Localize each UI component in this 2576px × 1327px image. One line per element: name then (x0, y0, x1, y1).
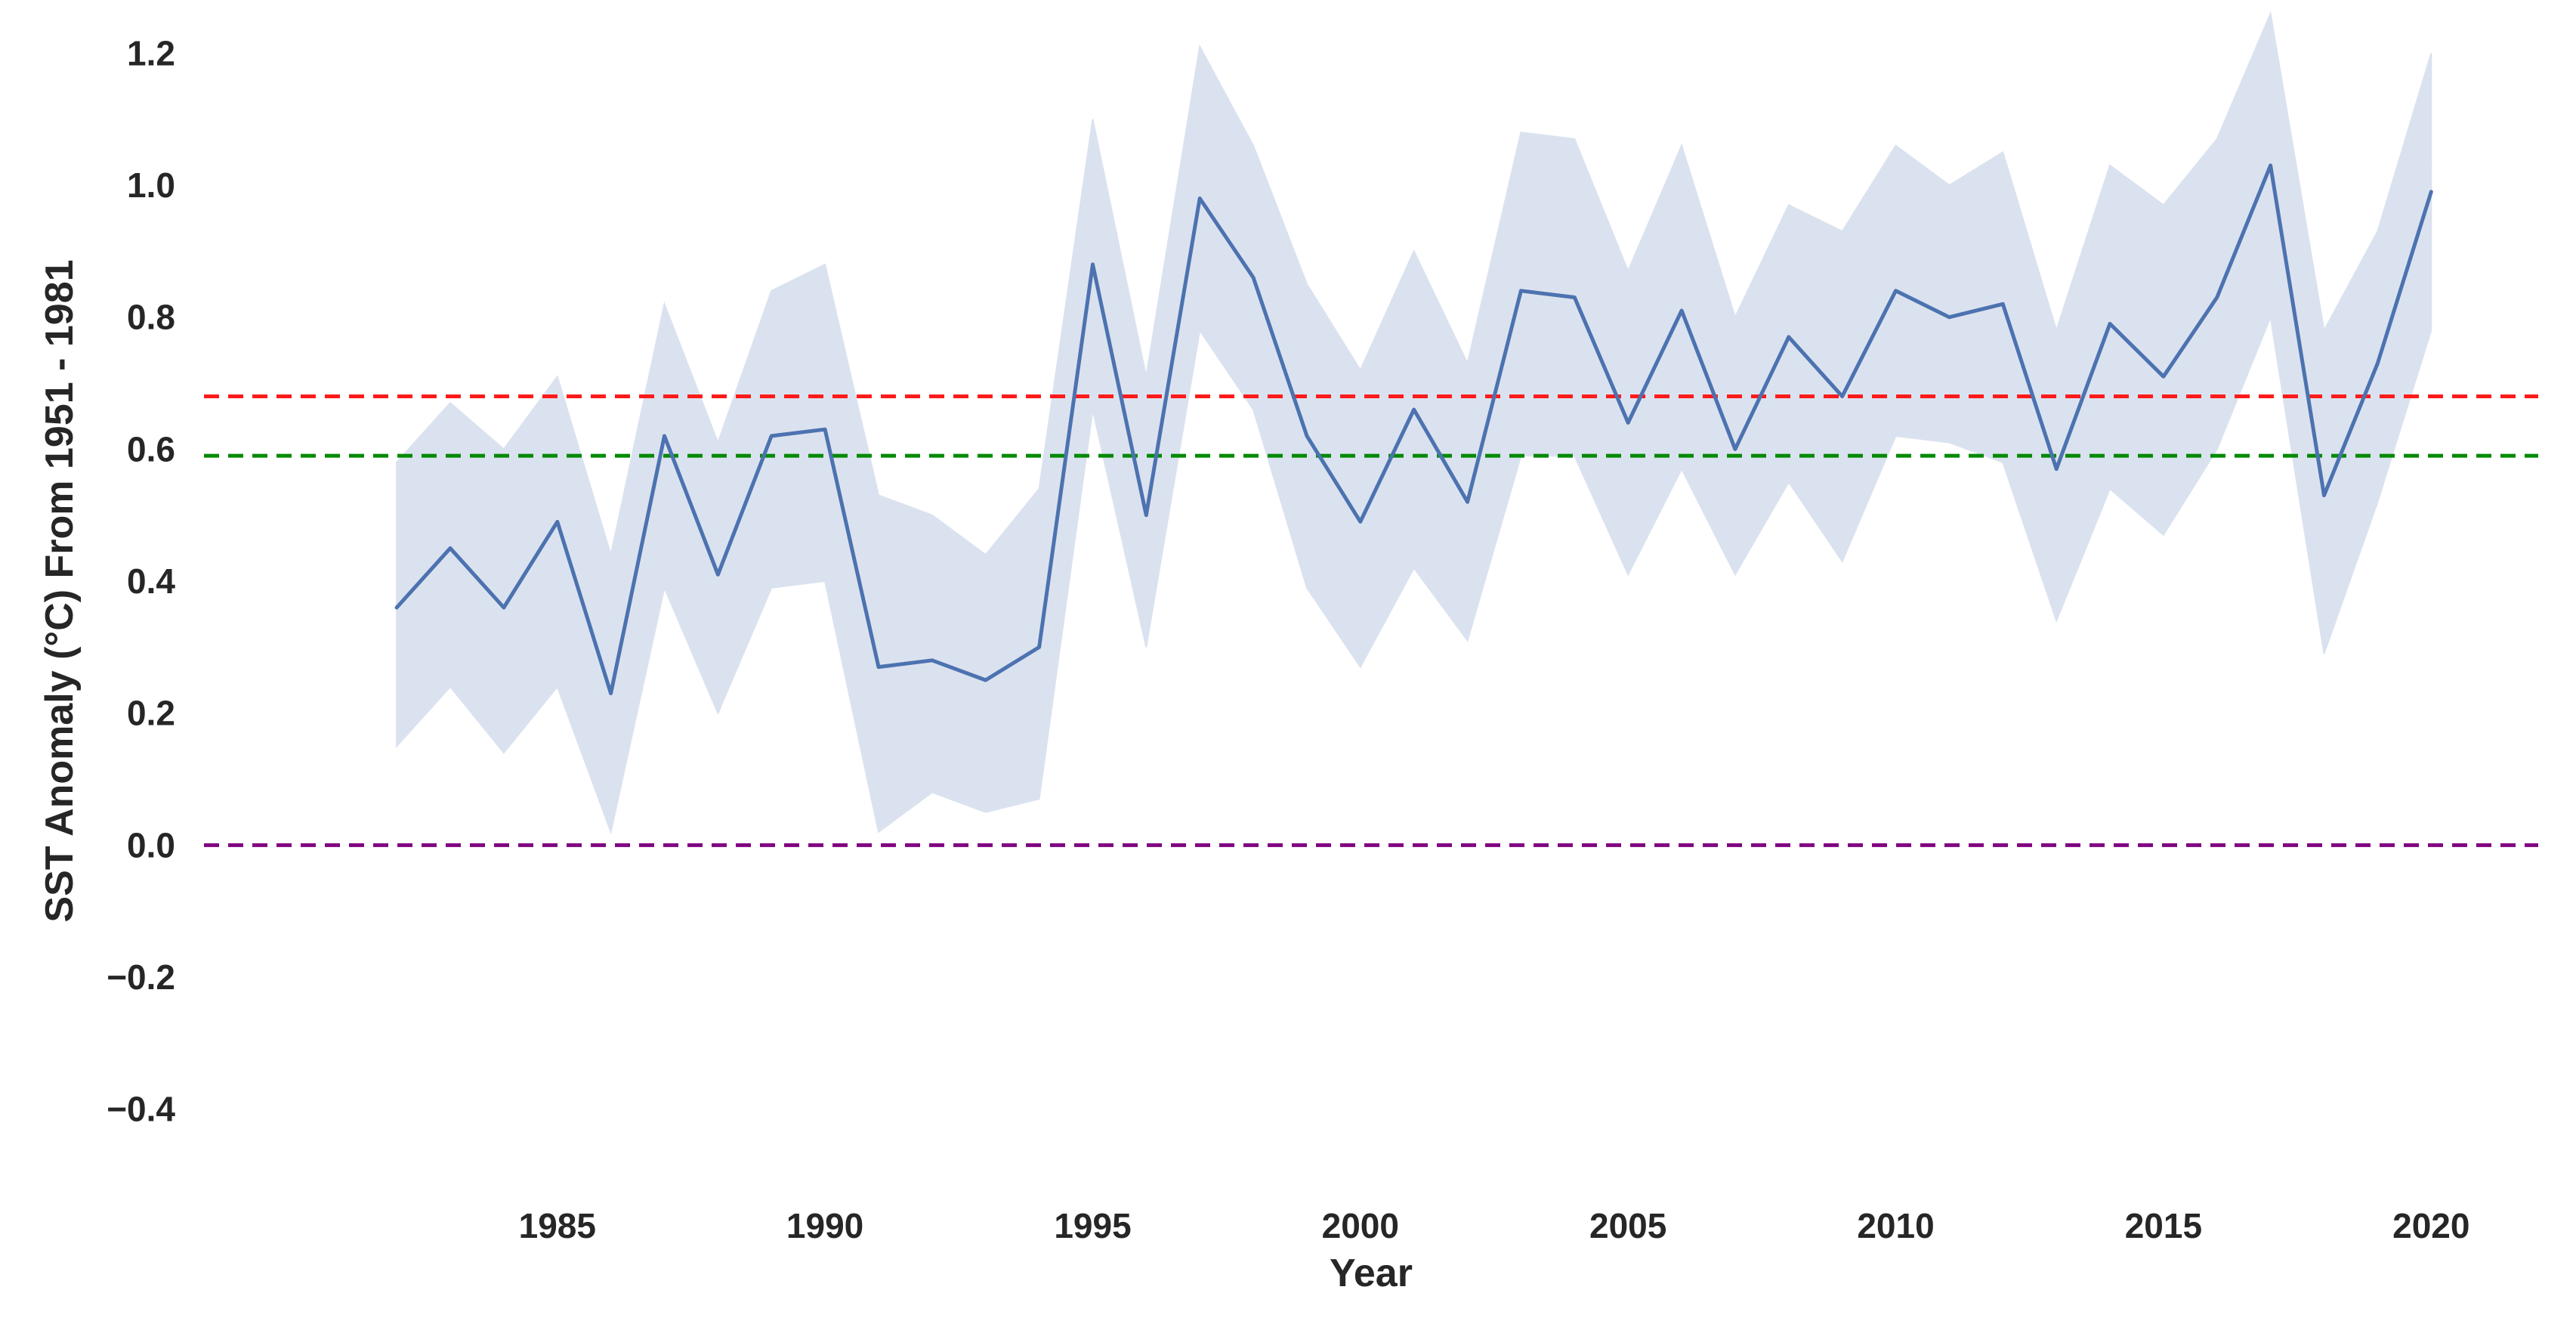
data-point-2009 (1840, 394, 1845, 399)
data-point-2019 (2375, 361, 2380, 366)
y-tick-labels: −0.4 −0.2 0.0 0.2 0.4 0.6 0.8 1.0 1.2 (107, 33, 175, 1128)
x-tick-label-1985: 1985 (519, 1206, 596, 1245)
data-point-2000 (1358, 519, 1363, 524)
y-tick-label: −0.4 (107, 1090, 175, 1129)
x-tick-labels: 1985 1990 1995 2000 2005 2010 2015 2020 (519, 1206, 2470, 1245)
data-point-1988 (715, 572, 720, 577)
data-point-1994 (1037, 645, 1042, 649)
y-tick-label: 0.2 (127, 694, 175, 733)
data-point-1984 (502, 605, 506, 610)
confidence-band-layer (396, 11, 2432, 835)
series-line (394, 163, 2433, 695)
x-tick-label-1995: 1995 (1054, 1206, 1131, 1245)
confidence-band (396, 11, 2432, 835)
data-point-1982 (394, 605, 399, 610)
y-tick-label: 1.2 (127, 33, 175, 73)
data-point-2020 (2429, 190, 2433, 194)
data-point-2006 (1679, 308, 1684, 313)
x-axis-label: Year (1330, 1251, 1413, 1295)
data-point-1986 (609, 691, 613, 696)
data-point-1990 (823, 427, 827, 432)
data-point-2010 (1894, 289, 1898, 293)
data-point-2013 (2054, 467, 2059, 472)
data-point-2016 (2215, 295, 2219, 300)
x-tick-label-2010: 2010 (1857, 1206, 1934, 1245)
y-tick-label: −0.2 (107, 957, 175, 997)
data-point-1987 (663, 434, 667, 438)
data-point-1993 (984, 678, 988, 682)
data-point-2001 (1412, 407, 1416, 412)
y-tick-label: 1.0 (127, 165, 175, 205)
reference-lines-layer (204, 394, 2538, 847)
data-point-2014 (2108, 321, 2112, 326)
data-point-2004 (1572, 295, 1577, 300)
data-point-1996 (1144, 513, 1148, 518)
series-line-layer (394, 163, 2433, 696)
x-tick-label-2020: 2020 (2392, 1206, 2469, 1245)
y-tick-label: 0.0 (127, 825, 175, 865)
y-tick-label: 0.4 (127, 561, 175, 601)
x-tick-label-2000: 2000 (1322, 1206, 1399, 1245)
data-point-2005 (1626, 420, 1630, 425)
data-point-1991 (876, 665, 881, 670)
data-point-1989 (769, 434, 774, 438)
data-point-2017 (2269, 163, 2273, 168)
data-point-1985 (555, 519, 560, 524)
data-point-2007 (1733, 447, 1737, 451)
y-axis-label: SST Anomaly (°C) From 1951 - 1981 (38, 259, 82, 922)
data-point-1983 (448, 546, 452, 550)
data-point-2015 (2161, 374, 2166, 379)
data-point-2018 (2322, 493, 2327, 498)
y-tick-label: 0.6 (127, 429, 175, 469)
x-tick-label-2015: 2015 (2125, 1206, 2202, 1245)
data-point-1992 (930, 658, 934, 663)
data-point-2008 (1787, 335, 1791, 339)
data-point-1998 (1251, 275, 1256, 280)
x-tick-label-2005: 2005 (1589, 1206, 1666, 1245)
data-point-2011 (1947, 315, 1951, 320)
data-point-2012 (2000, 302, 2005, 306)
data-point-1995 (1091, 262, 1095, 267)
data-point-1997 (1197, 196, 1202, 201)
data-point-1999 (1305, 434, 1309, 438)
y-tick-label: 0.8 (127, 298, 175, 337)
data-point-2003 (1518, 289, 1523, 293)
x-tick-label-1990: 1990 (786, 1206, 863, 1245)
data-point-2002 (1466, 500, 1470, 504)
